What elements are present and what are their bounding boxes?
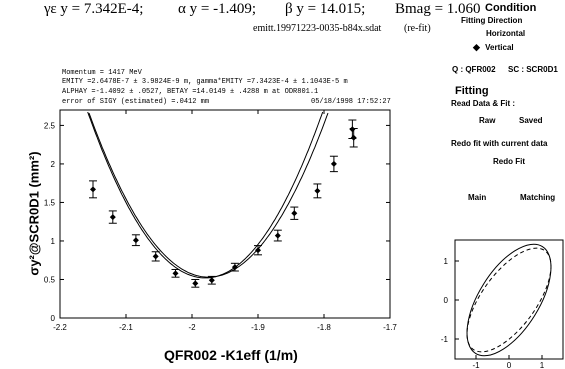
data-filename: emitt.19971223-0035-b84x.sdat (253, 23, 382, 34)
data-marker (274, 232, 281, 239)
data-marker (350, 134, 357, 141)
y-tick-label: 0 (51, 314, 56, 323)
fit-curve-1 (87, 111, 324, 279)
y-tick-label: 2 (51, 160, 56, 169)
x-axis-label: QFR002 -K1eff (1/m) (164, 347, 298, 363)
gamma-emittance-readout: γε y = 7.342E-4; (44, 1, 144, 17)
x-tick-label: -2 (188, 323, 196, 332)
data-point-7 (207, 275, 216, 285)
data-marker (192, 280, 199, 287)
data-point-5 (171, 268, 180, 278)
timestamp-text: 05/18/1998 17:52:27 (311, 98, 391, 106)
y-tick-label: 2.5 (44, 121, 56, 130)
y-tick-label: 1 (51, 237, 56, 246)
data-marker (152, 253, 159, 260)
direction-vertical-option[interactable]: ◆ Vertical (473, 42, 514, 53)
data-points (89, 119, 358, 288)
error-text: error of SIGY (estimated) =.0412 mm (62, 98, 210, 106)
fitting-direction-label: Fitting Direction (461, 16, 523, 25)
fit-curves (87, 111, 329, 279)
vertical-radio-diamond-icon: ◆ (473, 42, 480, 52)
saved-button[interactable]: Saved (519, 116, 543, 125)
direction-horizontal-option[interactable]: Horizontal (473, 29, 525, 38)
refit-note: (re-fit) (404, 23, 431, 34)
data-marker (291, 210, 298, 217)
alphay-text: ALPHAY =-1.4092 ± .0527, BETAY =14.0149 … (62, 88, 319, 96)
main-button[interactable]: Main (468, 193, 487, 202)
fit-curve-2 (88, 112, 329, 278)
data-point-2 (108, 210, 117, 224)
data-point-12 (313, 183, 322, 199)
redo-fit-label: Redo fit with current data (451, 139, 548, 148)
data-marker (90, 186, 96, 193)
data-marker (132, 237, 139, 244)
bmag-readout: Bmag = 1.060 (395, 1, 481, 17)
data-marker (172, 270, 179, 277)
data-point-1 (89, 180, 97, 199)
data-marker (255, 247, 261, 254)
data-point-15 (349, 127, 358, 148)
y-tick-label: 1.5 (44, 198, 56, 207)
emity-text: EMITY =2.6478E-7 ± 3.9824E-9 m, gamma*EM… (62, 78, 348, 86)
data-marker (349, 126, 356, 133)
matching-button[interactable]: Matching (520, 193, 556, 202)
data-point-8 (230, 262, 239, 272)
fitting-title: Fitting (455, 85, 489, 97)
data-marker (231, 264, 238, 271)
x-tick-label: -2.2 (53, 323, 67, 332)
data-point-3 (131, 234, 140, 247)
quad-label: Q : QFR002 (452, 65, 496, 74)
data-point-14 (348, 119, 357, 140)
data-point-6 (191, 278, 200, 288)
x-tick-label: -1.9 (251, 323, 265, 332)
data-marker (330, 160, 337, 167)
vertical-radio-label: Vertical (485, 43, 514, 52)
alpha-readout: α y = -1.409; (178, 1, 256, 17)
x-tick-label: -1.7 (383, 323, 397, 332)
horizontal-radio-label: Horizontal (486, 29, 526, 38)
screen-label: SC : SCR0D1 (508, 65, 558, 74)
plot-frame (59, 109, 391, 319)
data-marker (208, 277, 215, 284)
condition-title: Condition (485, 2, 537, 14)
redo-fit-button[interactable]: Redo Fit (493, 157, 525, 166)
read-data-fit-label: Read Data & Fit : (451, 99, 516, 108)
data-point-10 (273, 229, 282, 242)
x-tick-label: -1.8 (317, 323, 331, 332)
data-marker (109, 214, 116, 221)
y-axis-ticks: 0 0.5 1 1.5 2 2.5 (44, 121, 390, 323)
y-tick-label: 0.5 (44, 275, 56, 284)
data-point-9 (254, 245, 262, 256)
y-axis-label: σy²@SCR0D1 (mm²) (26, 151, 42, 276)
data-marker (314, 187, 321, 194)
data-point-13 (329, 155, 338, 173)
beta-readout: β y = 14.015; (285, 1, 366, 17)
data-point-4 (151, 251, 160, 262)
momentum-text: Momentum = 1417 MeV (62, 69, 142, 77)
raw-button[interactable]: Raw (479, 116, 496, 125)
x-tick-label: -2.1 (119, 323, 133, 332)
x-axis-ticks: -2.2 -2.1 -2 -1.9 -1.8 -1.7 (53, 110, 397, 332)
data-point-11 (290, 206, 299, 220)
